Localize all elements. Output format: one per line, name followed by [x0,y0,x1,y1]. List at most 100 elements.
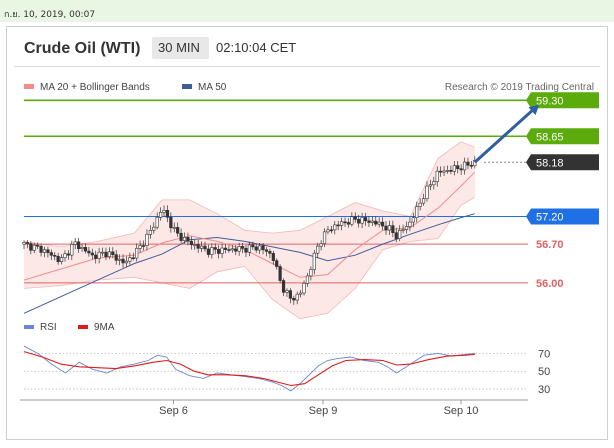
candle-body-28 [118,258,122,261]
candle-body-17 [80,247,84,249]
candle-body-24 [104,251,108,258]
candle-body-101 [367,220,371,223]
level-label-3: 57.20 [536,211,564,223]
credit-text: Research © 2019 Trading Central [445,82,594,93]
ma50-line [23,213,475,314]
candle-body-104 [377,221,381,225]
candle-body-69 [258,245,262,251]
candle-body-66 [247,244,252,253]
ma20-line [23,171,476,281]
timeframe-chip[interactable]: 30 MIN [152,37,209,59]
candle-body-95 [346,222,351,225]
candle-body-91 [333,224,337,231]
candle-body-56 [213,247,217,250]
candle-body-40 [159,212,163,218]
candle-body-4 [36,244,40,247]
level-label-2: 58.18 [536,157,564,169]
candle-body-103 [374,220,378,225]
candle-body-65 [244,247,248,253]
candle-body-7 [46,249,50,253]
legend-label-9ma: 9MA [94,322,115,333]
candle-body-55 [210,247,214,255]
candle-body-79 [292,298,296,301]
bollinger-upper-line [23,141,475,248]
level-label-1: 58.65 [536,131,564,143]
x-tick-label-2: Sep 10 [444,405,479,417]
candle-body-96 [350,216,354,225]
candle-body-94 [343,221,347,224]
candle-body-81 [299,292,303,295]
candle-body-2 [29,243,33,251]
candle-body-10 [56,255,60,263]
candle-body-70 [261,245,265,251]
candle-body-86 [316,245,320,254]
candle-body-41 [162,210,166,213]
candle-body-73 [271,253,275,261]
candle-body-1 [25,242,30,244]
candle-body-47 [182,237,187,241]
candle-body-51 [196,244,200,249]
legend-swatch-ma50 [182,84,192,89]
candle-body-23 [100,251,105,254]
candle-body-105 [380,221,385,227]
candle-body-127 [456,165,460,169]
candle-body-112 [404,226,409,230]
level-label-0: 59.30 [536,95,564,107]
candle-body-74 [275,260,279,267]
candle-body-97 [353,216,357,220]
candle-body-99 [360,217,364,224]
candle-body-15 [73,241,77,245]
candle-body-30 [124,260,129,264]
candle-body-42 [165,210,170,218]
candle-body-110 [398,229,402,239]
candle-body-82 [302,283,306,294]
candle-body-118 [425,185,429,200]
candle-body-31 [128,257,132,262]
level-tag-0 [526,92,599,109]
candle-body-76 [281,280,286,293]
date-bar: ก.ย. 10, 2019, 00:07 [0,0,614,22]
rsi-tick-label-1: 50 [538,366,550,378]
candle-body-120 [432,181,436,186]
rsi-tick-label-0: 70 [538,348,550,360]
candle-body-90 [329,229,333,232]
candle-body-58 [220,247,224,254]
candle-body-122 [439,170,443,173]
candle-body-108 [391,225,395,233]
candle-body-89 [326,229,330,233]
candle-body-113 [408,221,412,227]
candle-body-107 [387,225,392,231]
candle-body-46 [179,232,183,241]
candle-body-121 [435,170,439,182]
header-time: 02:10:04 CET [216,40,297,55]
candle-body-83 [305,275,310,284]
candle-body-18 [83,247,88,252]
candle-body-93 [340,221,344,226]
candle-body-27 [114,254,118,261]
candle-body-75 [278,266,282,281]
bollinger-lower-line [23,196,476,320]
bollinger-band [24,141,475,319]
candle-body-72 [268,251,272,254]
candle-body-124 [445,170,450,172]
candle-body-77 [285,290,289,293]
candle-body-33 [135,248,139,259]
candle-body-36 [145,234,149,246]
x-axis: Sep 6 Sep 9 Sep 10 [20,399,528,417]
candle-body-34 [138,245,142,249]
candle-body-64 [240,246,245,249]
price-legend: MA 20 + Bollinger Bands MA 50 Research ©… [24,82,594,93]
candle-body-119 [428,184,433,187]
candle-body-106 [384,225,388,231]
candle-body-131 [469,164,473,167]
candle-body-85 [312,252,316,270]
candle-body-54 [206,248,211,255]
candle-body-12 [63,253,67,259]
candle-body-115 [415,206,419,218]
candle-body-53 [203,245,207,250]
legend-swatch-9ma [78,325,88,329]
candle-body-37 [148,229,152,235]
candle-body-123 [442,170,446,173]
candle-body-14 [70,244,74,256]
candle-body-87 [319,243,323,247]
